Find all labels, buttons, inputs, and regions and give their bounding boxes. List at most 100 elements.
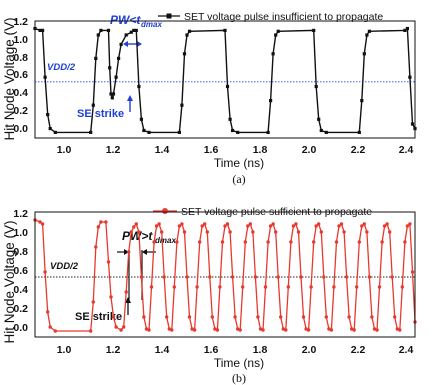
chart-a-series-line: [34, 27, 416, 134]
chart-a-x-axis-label: Time (ns): [214, 156, 264, 170]
chart-a-xtick-1.8: 1.8: [253, 144, 268, 156]
chart-b-data-point-133: [410, 270, 415, 274]
chart-b-data-point-85: [289, 240, 293, 244]
chart-b-data-point-103: [334, 240, 339, 244]
chart-a-ytick-1.0: 1.0: [13, 34, 28, 46]
chart-b-data-point-65: [238, 328, 242, 332]
chart-b-ytick-1.0: 1.0: [13, 227, 28, 239]
chart-b-x-axis-label: Time (ns): [214, 356, 264, 370]
chart-a-ytick-0.0: 0.0: [13, 123, 28, 135]
chart-a-xtick-1.4: 1.4: [155, 144, 170, 156]
chart-b-data-point-128: [398, 328, 402, 332]
chart-b-data-point-58: [220, 240, 225, 244]
chart-a-data-point-2: [38, 28, 42, 32]
chart-b-caption: (b): [232, 371, 246, 385]
chart-b-data-point-5: [46, 310, 50, 314]
chart-b-data-point-113: [360, 224, 364, 228]
chart-a-data-point-52: [365, 33, 369, 37]
chart-b-data-point-62: [230, 275, 235, 279]
chart-a-data-point-12: [99, 28, 103, 32]
chart-b-data-point-70: [251, 230, 255, 234]
chart-a-data-point-6: [48, 127, 52, 131]
chart-a-series-markers: [33, 26, 417, 134]
chart-a-pulse-annotation: PW<t dmax SE strike: [77, 13, 162, 120]
chart-a-pw-arrowhead-left: [123, 41, 128, 47]
chart-b-data-point-7: [53, 329, 57, 333]
chart-b-data-point-4: [43, 270, 47, 274]
chart-a-data-point-46: [317, 117, 321, 121]
chart-a-data-point-24: [134, 28, 138, 32]
chart-b-data-point-16: [111, 315, 116, 319]
chart-a-data-point-23: [132, 28, 136, 32]
chart-a-vdd-half-label: VDD/2: [47, 62, 76, 73]
chart-b-data-point-105: [339, 222, 344, 226]
chart-a-data-point-31: [182, 52, 187, 56]
chart-b-y-axis-label: Hit Node Voltage (V): [2, 220, 17, 343]
chart-b-data-point-75: [263, 285, 268, 289]
chart-b-data-point-15: [109, 295, 113, 299]
chart-b-data-point-40: [175, 240, 179, 244]
chart-b-pw-arrowhead-left: [124, 249, 129, 255]
chart-b-data-point-88: [296, 230, 301, 234]
chart-b-data-point-31: [152, 240, 156, 244]
chart-b-xtick-1.8: 1.8: [253, 344, 268, 356]
chart-a-data-point-47: [319, 128, 323, 133]
chart-a-legend: SET voltage pulse insufficient to propag…: [158, 11, 383, 23]
chart-a-plot-frame: [34, 20, 416, 139]
chart-b-data-point-17: [114, 325, 118, 329]
chart-b-xtick-2.0: 2.0: [302, 344, 317, 356]
chart-a-data-point-18: [114, 75, 118, 79]
chart-b-data-point-90: [301, 315, 306, 319]
chart-a-ytick-1.2: 1.2: [13, 16, 28, 28]
chart-b-data-point-77: [268, 224, 273, 228]
chart-b-data-point-117: [370, 315, 374, 319]
chart-a-data-point-41: [271, 52, 275, 56]
chart-b-ytick-0.2: 0.2: [13, 303, 28, 315]
chart-b-data-point-86: [291, 224, 296, 228]
chart-a-data-point-50: [360, 99, 364, 103]
chart-b-data-point-36: [165, 315, 169, 319]
chart-b-data-point-122: [382, 224, 387, 228]
chart-b: Hit Node Voltage (V) 0.0 0.2 0.4 0.6 0.8…: [2, 206, 417, 385]
chart-b-data-point-101: [329, 328, 334, 332]
chart-a-data-point-55: [405, 26, 409, 31]
chart-a-data-point-35: [225, 84, 230, 89]
chart-a-data-point-3: [41, 28, 45, 32]
chart-b-data-point-126: [393, 315, 397, 319]
chart-b-ytick-0.4: 0.4: [13, 284, 28, 296]
chart-b-plot-frame: [34, 211, 416, 338]
chart-b-data-point-61: [228, 230, 232, 234]
chart-a-data-point-45: [314, 84, 318, 89]
chart-a-pw-label: PW<t: [110, 13, 141, 27]
chart-a-data-point-34: [223, 28, 227, 32]
chart-b-xtick-2.4: 2.4: [399, 344, 414, 356]
chart-b-data-point-9: [91, 300, 96, 304]
chart-b-data-point-26: [139, 275, 144, 279]
chart-b-data-point-50: [200, 224, 204, 228]
chart-b-data-point-92: [306, 328, 311, 332]
chart-a-data-point-13: [106, 28, 111, 32]
chart-b-data-point-125: [390, 275, 394, 279]
chart-a-data-point-33: [187, 29, 192, 33]
chart-b-data-point-33: [157, 222, 161, 226]
chart-a-data-point-37: [231, 128, 235, 133]
chart-b-data-point-80: [276, 275, 280, 279]
chart-b-data-point-45: [187, 315, 192, 319]
chart-a-strike-label: SE strike: [77, 108, 124, 120]
chart-b-data-point-130: [403, 240, 407, 244]
chart-b-data-point-42: [180, 222, 184, 226]
chart-b-data-point-69: [248, 222, 252, 226]
chart-b-data-point-107: [344, 275, 349, 279]
chart-b-legend-marker: [162, 208, 168, 214]
chart-b-data-point-110: [352, 328, 356, 332]
chart-b-data-point-52: [205, 230, 209, 234]
chart-b-data-point-104: [337, 224, 341, 228]
chart-b-data-point-6: [48, 325, 52, 329]
chart-a: Hit Node Voltage (V) 0.0 0.2 0.4 0.6 0.8…: [2, 11, 417, 186]
chart-a-data-point-57: [410, 122, 415, 126]
chart-a-ytick-0.8: 0.8: [13, 52, 28, 64]
chart-b-data-point-22: [129, 230, 133, 234]
chart-b-data-point-57: [218, 285, 222, 289]
chart-a-data-point-22: [129, 30, 133, 34]
